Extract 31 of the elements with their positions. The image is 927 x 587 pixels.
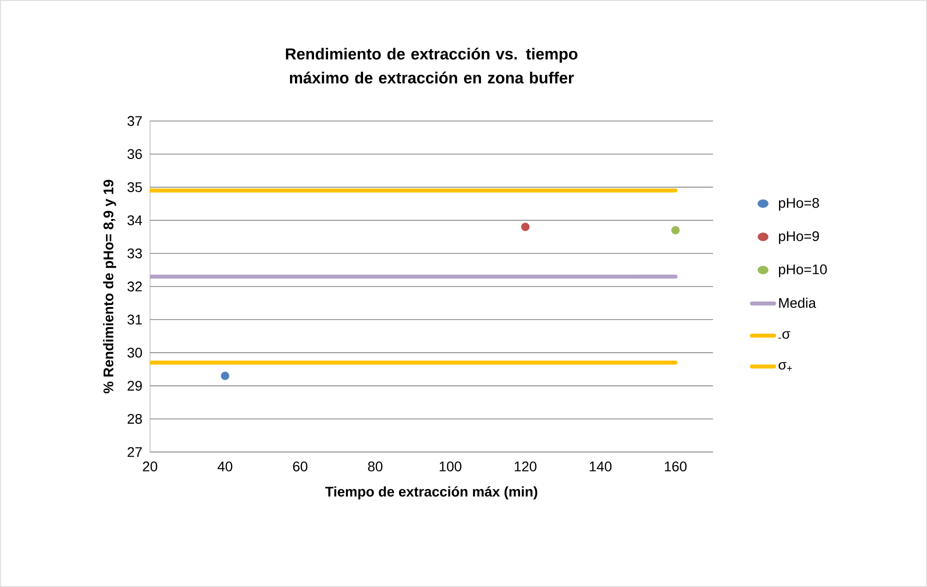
legend-label: $_{-}$σ: [778, 331, 790, 339]
legend-label: pHo=10: [778, 264, 827, 278]
point: [220, 372, 230, 380]
y-tick-label: 36: [128, 149, 142, 160]
legend-label: Media: [779, 298, 816, 308]
x-tick-label: 40: [218, 462, 232, 472]
y-tick-label: 31: [128, 314, 142, 325]
legend-label: pHo=9: [778, 231, 819, 244]
y-tick-label: 35: [128, 182, 142, 192]
y-tick-label: 28: [128, 414, 142, 424]
y-tick-label: 27: [128, 447, 142, 457]
legend-label: pHo=8: [778, 198, 819, 211]
x-tick-label: 100: [440, 462, 462, 472]
x-tick-label: 160: [664, 462, 687, 472]
y-tick-label: 30: [128, 348, 142, 358]
x-tick-label: 60: [293, 462, 308, 472]
x-tick-label: 120: [514, 462, 536, 472]
y-axis-title: % Rendimiento de pHo= 8,9 y 19: [103, 180, 116, 394]
y-tick-label: 37: [128, 116, 142, 126]
point: [521, 222, 530, 232]
y-tick-label: 32: [128, 282, 142, 292]
x-axis-title: Tiempo de extracción máx (min): [325, 486, 538, 500]
y-tick-label: 34: [128, 215, 142, 226]
x-tick-label: 140: [590, 462, 612, 472]
y-tick-label: 29: [128, 380, 142, 391]
chart-title: Rendimiento de extracción vs. tiempo máximo de extracción en zona buffer: [286, 48, 578, 84]
legend-label: σ$_{+}$: [778, 362, 792, 371]
y-tick-label: 33: [128, 248, 142, 258]
x-tick-label: 80: [368, 462, 382, 472]
x-tick-label: 20: [142, 462, 158, 472]
point: [671, 226, 680, 234]
